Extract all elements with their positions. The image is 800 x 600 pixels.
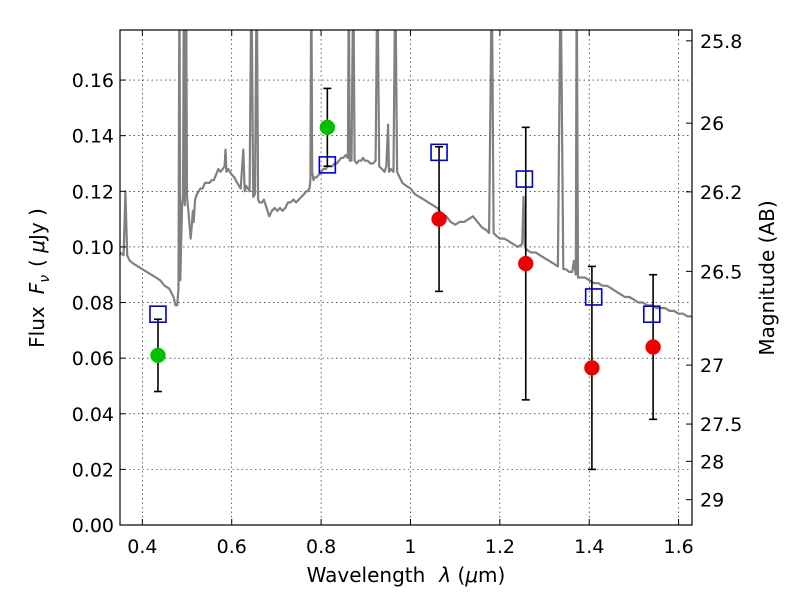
y2-tick-label: 25.8 <box>700 31 742 53</box>
y-axis-title: FluxFν( μJy ) <box>25 208 53 348</box>
observed-flux-marker <box>150 347 166 364</box>
x-tick-label: 1 <box>404 536 416 558</box>
y2-axis-title: Magnitude (AB) <box>755 200 779 355</box>
plot-frame <box>119 29 693 526</box>
model-photometry-marker <box>149 305 167 324</box>
y2-tick-label: 26.5 <box>700 261 742 283</box>
y2-tick-label: 27 <box>700 355 724 377</box>
axis-ticks: 0.4 0.6 0.8 1 1.2 1.4 1.6 0.00 0.02 0.04 0.06 0.08 0… <box>72 30 742 558</box>
y-tick-label: 0.12 <box>72 181 114 203</box>
y-tick-label: 0.08 <box>72 293 114 315</box>
model-photometry-marker <box>430 143 448 162</box>
y-tick-label: 0.06 <box>72 348 114 370</box>
y2-tick-label: 29 <box>700 490 724 512</box>
x-tick-label: 0.8 <box>306 536 336 558</box>
model-spectrum-line <box>120 30 692 318</box>
y-tick-label: 0.02 <box>72 459 114 481</box>
y-tick-label: 0.14 <box>72 126 114 148</box>
x-tick-label: 0.6 <box>217 536 247 558</box>
y-tick-label: 0.16 <box>72 70 114 92</box>
x-tick-label: 1.2 <box>485 536 515 558</box>
y-tick-label: 0.04 <box>72 404 114 426</box>
model-spectrum-layer <box>120 30 692 318</box>
model-photometry-marker <box>515 170 534 188</box>
y2-tick-label: 26 <box>700 113 724 135</box>
x-axis-title: Wavelength λ (μm) <box>307 563 506 587</box>
y2-tick-label: 27.5 <box>700 414 742 436</box>
observed-flux-marker <box>431 211 447 227</box>
grid <box>120 30 692 525</box>
x-tick-label: 0.4 <box>127 536 157 558</box>
y-tick-label: 0.00 <box>72 515 114 537</box>
y-tick-label: 0.10 <box>72 237 114 259</box>
observed-flux-marker <box>645 339 661 355</box>
model-photometry-marker <box>318 156 337 174</box>
model-photometry-marker <box>642 305 661 324</box>
observed-flux-marker <box>518 255 534 272</box>
observed-flux-marker <box>319 119 336 136</box>
data-points-layer <box>149 87 661 471</box>
y2-tick-label: 28 <box>700 451 724 473</box>
x-tick-label: 1.4 <box>574 536 604 558</box>
model-photometry-marker <box>584 288 603 306</box>
observed-flux-marker <box>584 360 600 376</box>
y2-tick-label: 26.2 <box>700 182 742 204</box>
x-tick-label: 1.6 <box>663 536 693 558</box>
